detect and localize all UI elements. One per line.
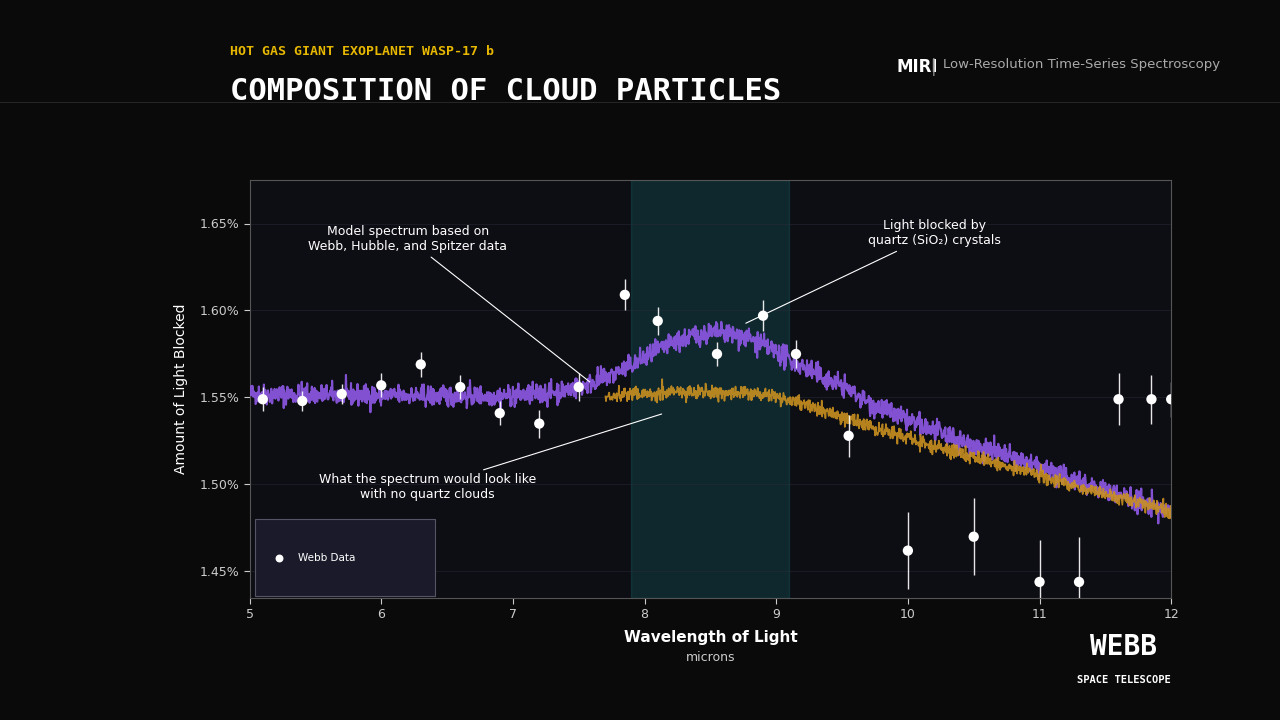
Point — [568, 382, 589, 393]
Text: Model spectrum based on
Webb, Hubble, and Spitzer data: Model spectrum based on Webb, Hubble, an… — [308, 225, 590, 382]
Point — [786, 348, 806, 360]
Point — [371, 379, 392, 391]
Text: Low-Resolution Time-Series Spectroscopy: Low-Resolution Time-Series Spectroscopy — [943, 58, 1221, 71]
Point — [252, 393, 273, 405]
Point — [964, 531, 984, 542]
Point — [707, 348, 727, 360]
Text: What the spectrum would look like
with no quartz clouds: What the spectrum would look like with n… — [319, 414, 662, 501]
Point — [332, 388, 352, 400]
Point — [411, 359, 431, 370]
Point — [269, 552, 289, 563]
Bar — [631, 180, 790, 598]
Point — [753, 310, 773, 321]
Point — [648, 315, 668, 327]
Text: Wavelength of Light: Wavelength of Light — [623, 630, 797, 645]
Point — [489, 408, 509, 419]
Point — [1161, 393, 1181, 405]
Point — [1069, 576, 1089, 588]
Text: SPACE TELESCOPE: SPACE TELESCOPE — [1076, 675, 1171, 685]
Point — [838, 430, 859, 441]
Point — [1029, 576, 1050, 588]
Text: COMPOSITION OF CLOUD PARTICLES: COMPOSITION OF CLOUD PARTICLES — [230, 77, 782, 106]
Text: WEBB: WEBB — [1091, 633, 1157, 661]
Text: MIRI: MIRI — [896, 58, 937, 76]
Text: HOT GAS GIANT EXOPLANET WASP-17 b: HOT GAS GIANT EXOPLANET WASP-17 b — [230, 45, 494, 58]
Point — [614, 289, 635, 300]
Point — [451, 382, 471, 393]
Text: |: | — [931, 58, 936, 76]
Text: Webb Data: Webb Data — [298, 552, 356, 562]
Point — [529, 418, 549, 429]
Point — [897, 545, 918, 557]
Point — [292, 395, 312, 407]
Point — [1142, 393, 1162, 405]
Point — [1108, 393, 1129, 405]
Text: Light blocked by
quartz (SiO₂) crystals: Light blocked by quartz (SiO₂) crystals — [746, 220, 1001, 323]
Text: microns: microns — [686, 651, 735, 664]
FancyBboxPatch shape — [255, 519, 435, 596]
Y-axis label: Amount of Light Blocked: Amount of Light Blocked — [174, 304, 188, 474]
